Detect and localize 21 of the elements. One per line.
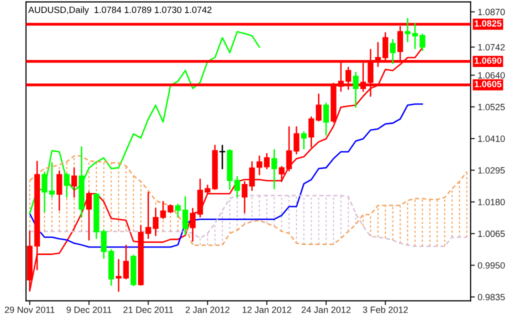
x-tick-label: 12 Jan 2012 [242,306,292,313]
y-tick-label: 1.0065 [478,230,505,237]
y-tick-label: 1.0180 [478,198,505,206]
y-tick-label: 0.9835 [478,294,505,300]
ref-line-label: 1.0825 [474,20,502,27]
y-tick-label: 1.0295 [478,167,505,174]
y-tick-label: 1.0525 [478,104,505,110]
y-tick-label: 0.9950 [478,262,505,269]
ref-line-label: 1.0690 [474,57,502,64]
x-tick-label: 9 Dec 2011 [66,306,112,313]
x-tick-label: 24 Jan 2012 [302,306,350,313]
x-tick-label: 29 Nov 2011 [4,306,55,313]
y-tick-label: 1.0410 [478,136,505,142]
y-tick-label: 1.0640 [478,72,505,79]
ref-line-label: 1.0605 [474,80,502,88]
y-tick-label: 1.0870 [478,8,505,16]
x-tick-label: 2 Jan 2012 [186,306,230,313]
x-tick-label: 21 Dec 2011 [123,306,174,313]
chart-title: AUDUSD,Daily 1.0784 1.0789 1.0730 1.0742 [28,6,212,15]
x-tick-label: 3 Feb 2012 [362,306,408,313]
y-tick-label: 1.0742 [478,44,505,50]
